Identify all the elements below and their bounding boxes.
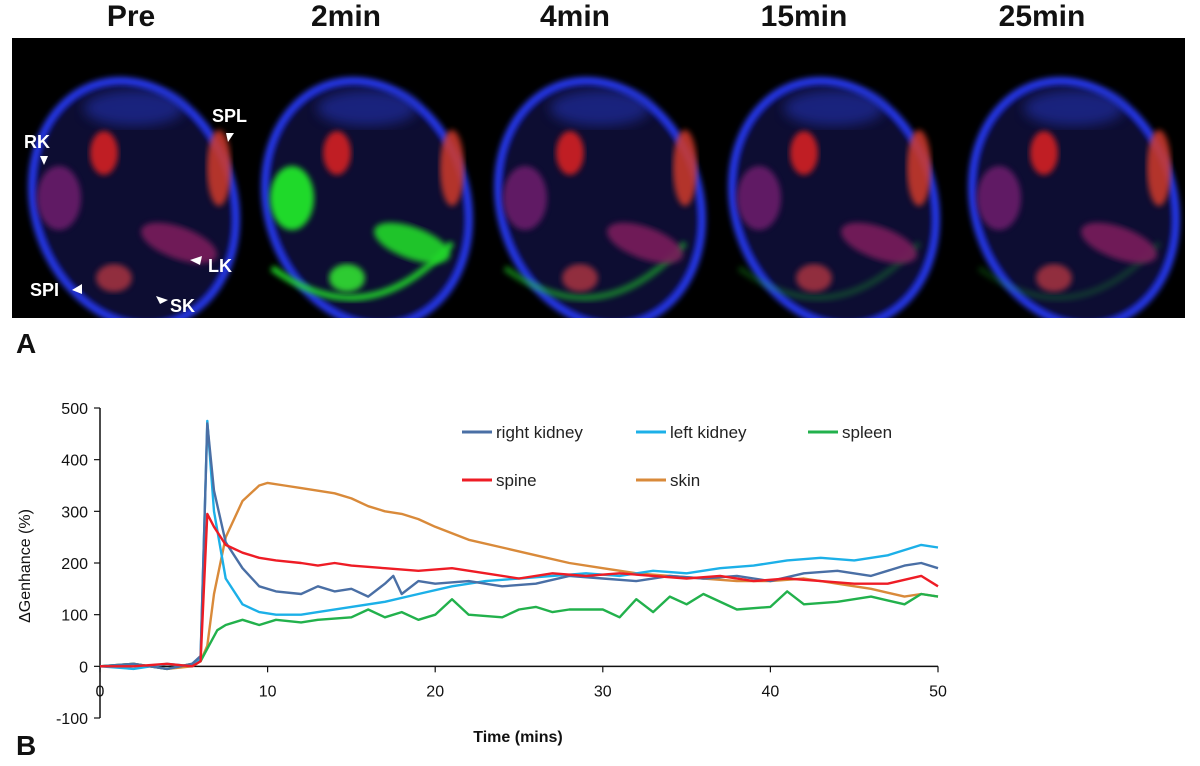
- panel-b-label: B: [16, 730, 37, 761]
- arrow-sk: [156, 296, 168, 304]
- x-tick-label: 50: [929, 683, 947, 700]
- y-tick-label: 200: [61, 556, 88, 573]
- x-tick-label: 0: [96, 683, 105, 700]
- frame-title-4min: 4min: [539, 0, 611, 33]
- series-line-spine: [100, 512, 939, 668]
- x-tick-label: 30: [594, 683, 612, 700]
- annotation-spi: SPI: [30, 280, 59, 300]
- arrow-spl: [226, 133, 234, 142]
- frame-title-pre: Pre: [106, 0, 156, 33]
- arrow-spi: [72, 284, 82, 294]
- legend-label: spleen: [842, 423, 892, 442]
- mri-frames-svg: RK SPL LK SPI SK: [24, 77, 1180, 318]
- annotation-spl: SPL: [212, 106, 247, 126]
- mri-frame: [968, 77, 1180, 318]
- frame-title-2min: 2min: [310, 0, 382, 33]
- annotation-lk: LK: [208, 256, 232, 276]
- legend-label: left kidney: [670, 423, 747, 442]
- y-tick-label: 300: [61, 504, 88, 521]
- mri-image-strip: RK SPL LK SPI SK: [12, 38, 1185, 318]
- annotation-sk: SK: [170, 296, 195, 316]
- mri-frame: [494, 77, 706, 318]
- frame-title-25min: 25min: [998, 0, 1086, 33]
- y-axis-label: ΔGenhance (%): [17, 509, 34, 623]
- mri-frame: [728, 77, 940, 318]
- x-tick-label: 10: [259, 683, 277, 700]
- annotation-rk: RK: [24, 132, 50, 152]
- arrow-lk: [190, 256, 202, 265]
- y-tick-label: 0: [79, 659, 88, 676]
- x-tick-label: 20: [426, 683, 444, 700]
- legend-label: spine: [496, 471, 537, 490]
- mri-frame: [28, 77, 240, 318]
- series-line-spleen: [99, 590, 939, 671]
- legend-label: right kidney: [496, 423, 583, 442]
- enhancement-line-chart: -100 0 100 200 300 400 500 0 10 20 30 40 50 right ki…: [17, 401, 947, 746]
- y-tick-label: 100: [61, 608, 88, 625]
- y-tick-label: 400: [61, 453, 88, 470]
- mri-frame: [261, 77, 473, 318]
- series-line-right-kidney: [99, 422, 939, 671]
- panel-a-label: A: [16, 328, 37, 359]
- legend-label: skin: [670, 471, 700, 490]
- arrow-rk: [40, 156, 48, 165]
- y-tick-label: -100: [56, 711, 88, 728]
- y-tick-label: 500: [61, 401, 88, 418]
- x-axis-label: Time (mins): [473, 729, 563, 746]
- x-tick-label: 40: [762, 683, 780, 700]
- frame-title-15min: 15min: [760, 0, 848, 33]
